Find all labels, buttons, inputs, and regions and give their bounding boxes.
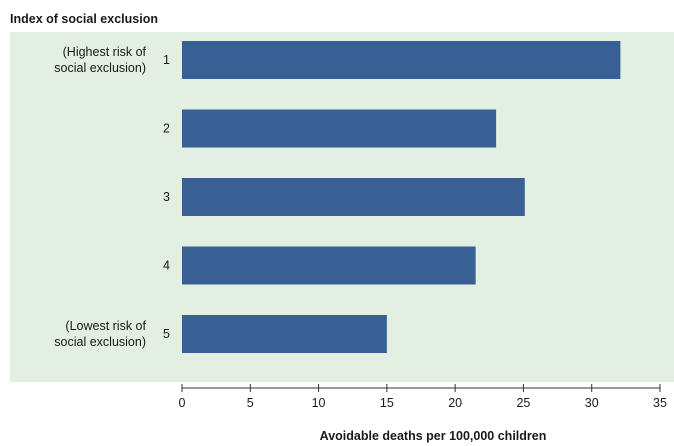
x-axis-label: Avoidable deaths per 100,000 children <box>320 429 547 443</box>
x-tick-label-10: 10 <box>312 396 326 410</box>
x-tick-label-15: 15 <box>380 396 394 410</box>
x-tick-label-35: 35 <box>653 396 667 410</box>
category-note-5-line-1: (Lowest risk of <box>65 319 146 333</box>
bar-1 <box>182 41 621 79</box>
x-tick-label-25: 25 <box>516 396 530 410</box>
category-note-5-line-2: social exclusion) <box>54 335 146 349</box>
x-tick-label-0: 0 <box>179 396 186 410</box>
category-label-1: 1 <box>163 53 170 67</box>
bar-5 <box>182 315 387 353</box>
bars-layer <box>182 41 621 353</box>
category-label-2: 2 <box>163 122 170 136</box>
x-tick-label-5: 5 <box>247 396 254 410</box>
category-note-1-line-2: social exclusion) <box>54 61 146 75</box>
bar-4 <box>182 246 476 285</box>
category-note-1-line-1: (Highest risk of <box>63 45 147 59</box>
x-tick-label-30: 30 <box>585 396 599 410</box>
chart-title: Index of social exclusion <box>10 12 158 26</box>
bar-2 <box>182 109 497 148</box>
category-label-3: 3 <box>163 190 170 204</box>
x-axis: 0 5 10 15 20 25 30 35 <box>179 384 667 410</box>
category-label-5: 5 <box>163 327 170 341</box>
category-label-4: 4 <box>163 259 170 273</box>
bar-3 <box>182 178 525 216</box>
category-labels: 1 (Highest risk of social exclusion) 2 3 4 5 (L… <box>54 45 170 349</box>
x-tick-label-20: 20 <box>448 396 462 410</box>
